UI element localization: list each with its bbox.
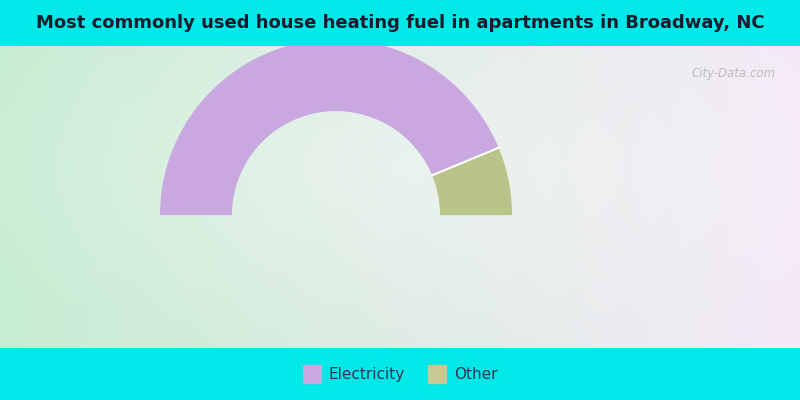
Legend: Electricity, Other: Electricity, Other bbox=[297, 359, 503, 389]
Polygon shape bbox=[432, 148, 512, 215]
Polygon shape bbox=[160, 39, 498, 215]
Text: Most commonly used house heating fuel in apartments in Broadway, NC: Most commonly used house heating fuel in… bbox=[36, 14, 764, 32]
Text: City-Data.com: City-Data.com bbox=[692, 67, 776, 80]
